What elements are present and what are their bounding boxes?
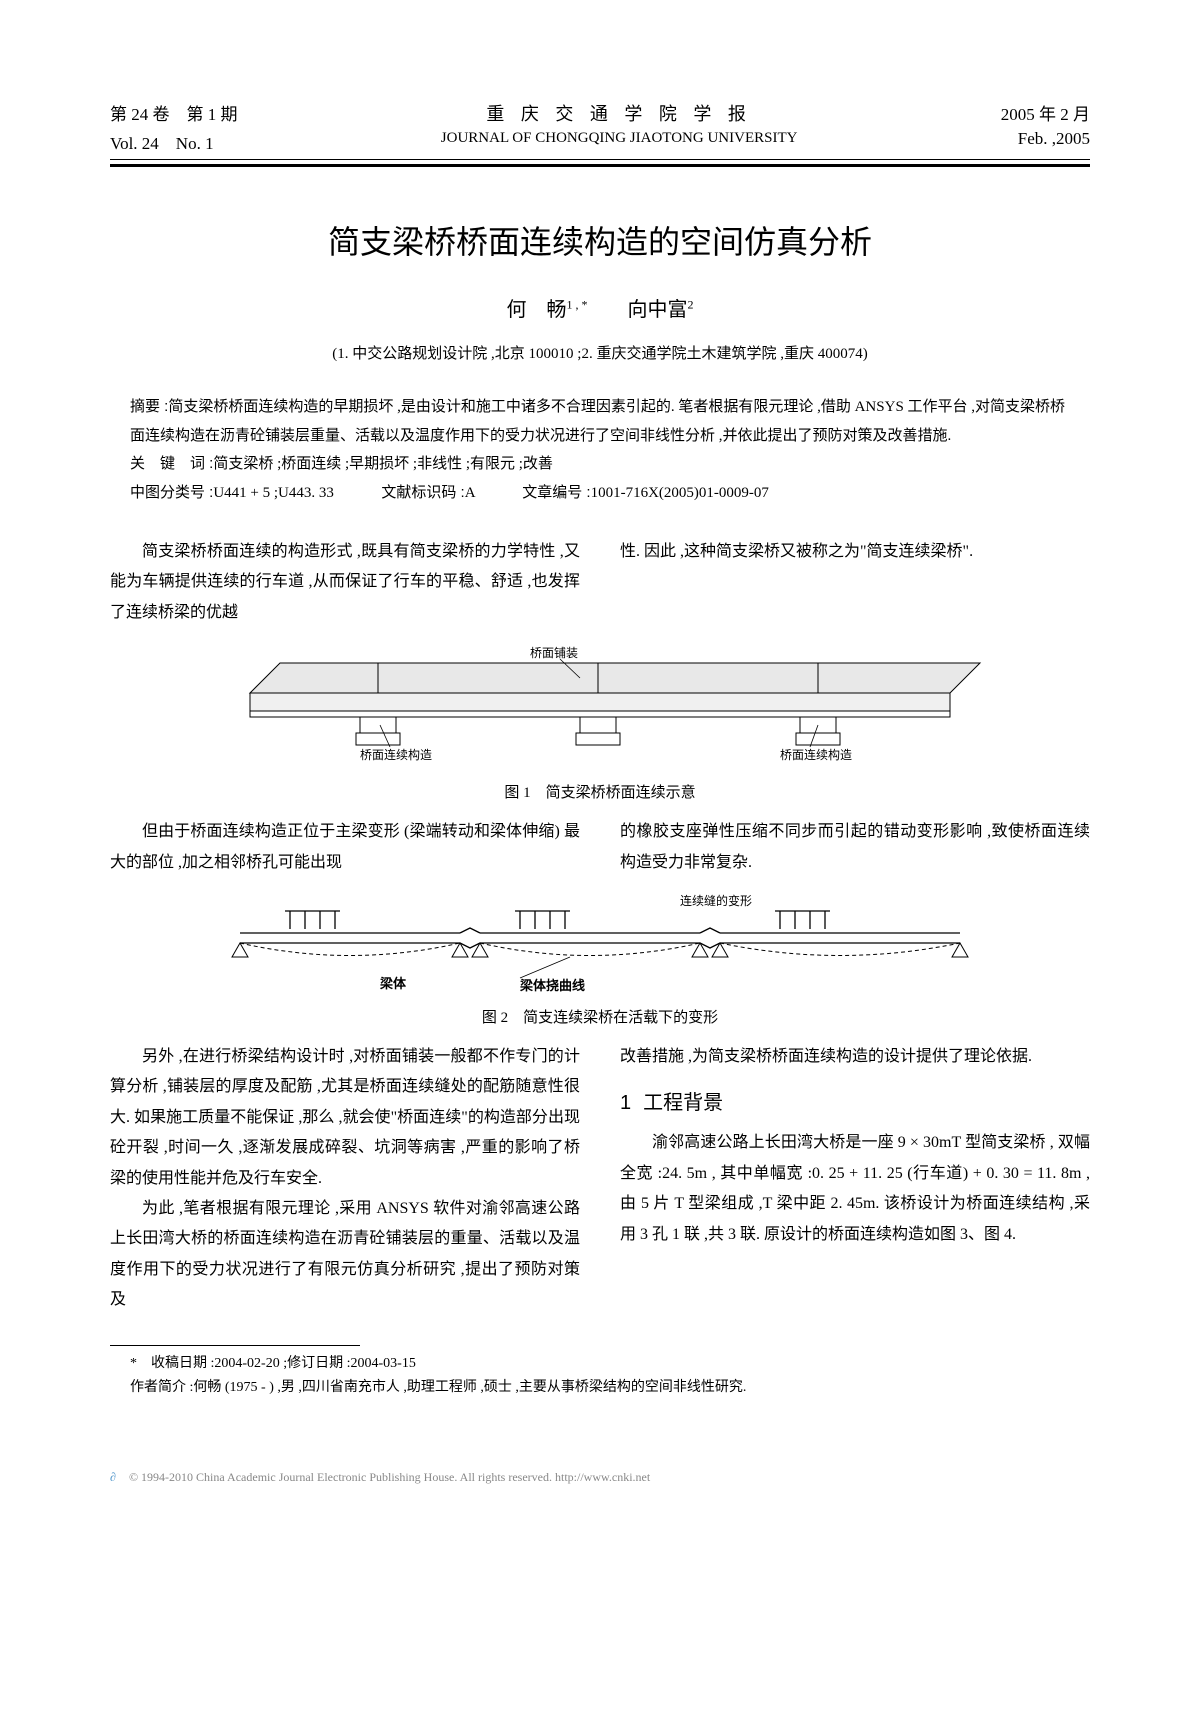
doccode-text: A: [465, 485, 475, 501]
footnote-author: 作者简介 :何畅 (1975 - ) ,男 ,四川省南充市人 ,助理工程师 ,硕…: [130, 1376, 1090, 1400]
header-rule: [110, 159, 1090, 167]
article-id-text: 1001-716X(2005)01-0009-07: [591, 485, 769, 501]
copyright-footer: ∂ © 1994-2010 China Academic Journal Ele…: [0, 1440, 1200, 1505]
author-1: 何 畅: [507, 299, 567, 321]
clc-label: 中图分类号 :: [130, 484, 213, 501]
cnki-icon: ∂: [110, 1470, 116, 1484]
authors: 何 畅1 , * 向中富2: [110, 293, 1090, 322]
para3-right-2: 渝邻高速公路上长田湾大桥是一座 9 × 30mT 型简支梁桥 , 双幅全宽 :2…: [620, 1128, 1090, 1250]
doccode-label: 文献标识码 :: [381, 484, 464, 501]
para2-left: 但由于桥面连续构造正位于主梁变形 (梁端转动和梁体伸缩) 最大的部位 ,加之相邻…: [110, 817, 580, 878]
clc-text: U441 + 5 ;U443. 33: [213, 485, 334, 501]
figure-2: 连续缝的变形: [110, 893, 1090, 1027]
paper-title: 简支梁桥桥面连续构造的空间仿真分析: [110, 217, 1090, 263]
fig2-label-curve: 梁体挠曲线: [519, 978, 585, 993]
figure-1-caption: 图 1 简支梁桥桥面连续示意: [110, 781, 1090, 802]
intro-paragraph: 简支梁桥桥面连续的构造形式 ,既具有简支梁桥的力学特性 ,又能为车辆提供连续的行…: [110, 537, 1090, 628]
para2: 但由于桥面连续构造正位于主梁变形 (梁端转动和梁体伸缩) 最大的部位 ,加之相邻…: [110, 817, 1090, 878]
fig1-label-top: 桥面铺装: [530, 646, 578, 660]
abstract-block: 摘要 :简支梁桥桥面连续构造的早期损坏 ,是由设计和施工中诸多不合理因素引起的.…: [130, 393, 1070, 507]
figure-2-caption: 图 2 简支连续梁桥在活载下的变形: [110, 1006, 1090, 1027]
para3-right-1: 改善措施 ,为简支梁桥桥面连续构造的设计提供了理论依据.: [620, 1042, 1090, 1072]
footnotes: * 收稿日期 :2004-02-20 ;修订日期 :2004-03-15 作者简…: [110, 1352, 1090, 1400]
fig2-label-top: 连续缝的变形: [680, 893, 752, 908]
keywords-label: 关 键 词 :: [130, 455, 213, 472]
para2-right: 的橡胶支座弹性压缩不同步而引起的错动变形影响 ,致使桥面连续构造受力非常复杂.: [620, 817, 1090, 878]
intro-left: 简支梁桥桥面连续的构造形式 ,既具有简支梁桥的力学特性 ,又能为车辆提供连续的行…: [110, 537, 580, 628]
abstract-label: 摘要 :: [130, 398, 168, 415]
fig1-label-right: 桥面连续构造: [780, 747, 852, 762]
keywords-text: 简支梁桥 ;桥面连续 ;早期损坏 ;非线性 ;有限元 ;改善: [213, 456, 553, 472]
section-1-num: 1: [620, 1092, 631, 1114]
abstract-text: 简支梁桥桥面连续构造的早期损坏 ,是由设计和施工中诸多不合理因素引起的. 笔者根…: [130, 399, 1065, 444]
affiliation: (1. 中交公路规划设计院 ,北京 100010 ;2. 重庆交通学院土木建筑学…: [110, 342, 1090, 363]
date-en: Feb. ,2005: [1018, 129, 1090, 149]
date-cn: 2005 年 2 月: [1001, 100, 1090, 125]
fig2-label-beam: 梁体: [379, 976, 407, 991]
footnote-rule: [110, 1345, 360, 1346]
journal-title-en: JOURNAL OF CHONGQING JIAOTONG UNIVERSITY: [441, 130, 798, 147]
volume-cn: 第 24 卷 第 1 期: [110, 100, 238, 125]
article-id-label: 文章编号 :: [522, 484, 590, 501]
fig1-label-left: 桥面连续构造: [360, 747, 432, 762]
section-1-heading: 1 工程背景: [620, 1084, 1090, 1122]
para3-left-2: 为此 ,笔者根据有限元理论 ,采用 ANSYS 软件对渝邻高速公路上长田湾大桥的…: [110, 1194, 580, 1316]
copyright-text: © 1994-2010 China Academic Journal Elect…: [129, 1470, 650, 1484]
journal-header: 第 24 卷 第 1 期 Vol. 24 No. 1 重 庆 交 通 学 院 学…: [110, 100, 1090, 157]
figure-1: 桥面铺装 桥面连续构造 桥面连续构造 图 1 简支梁桥桥面连续示意: [110, 643, 1090, 802]
intro-right: 性. 因此 ,这种简支梁桥又被称之为"简支连续梁桥".: [620, 537, 1090, 628]
journal-title-cn: 重 庆 交 通 学 院 学 报: [486, 100, 752, 126]
author-1-sup: 1 , *: [567, 297, 588, 311]
footnote-received: * 收稿日期 :2004-02-20 ;修订日期 :2004-03-15: [130, 1352, 1090, 1376]
author-2-sup: 2: [688, 297, 694, 311]
volume-en: Vol. 24 No. 1: [110, 129, 214, 154]
section-1-title: 工程背景: [643, 1092, 723, 1114]
body-columns: 另外 ,在进行桥梁结构设计时 ,对桥面铺装一般都不作专门的计算分析 ,铺装层的厚…: [110, 1042, 1090, 1316]
para3-left-1: 另外 ,在进行桥梁结构设计时 ,对桥面铺装一般都不作专门的计算分析 ,铺装层的厚…: [110, 1042, 580, 1194]
author-2: 向中富: [628, 299, 688, 321]
